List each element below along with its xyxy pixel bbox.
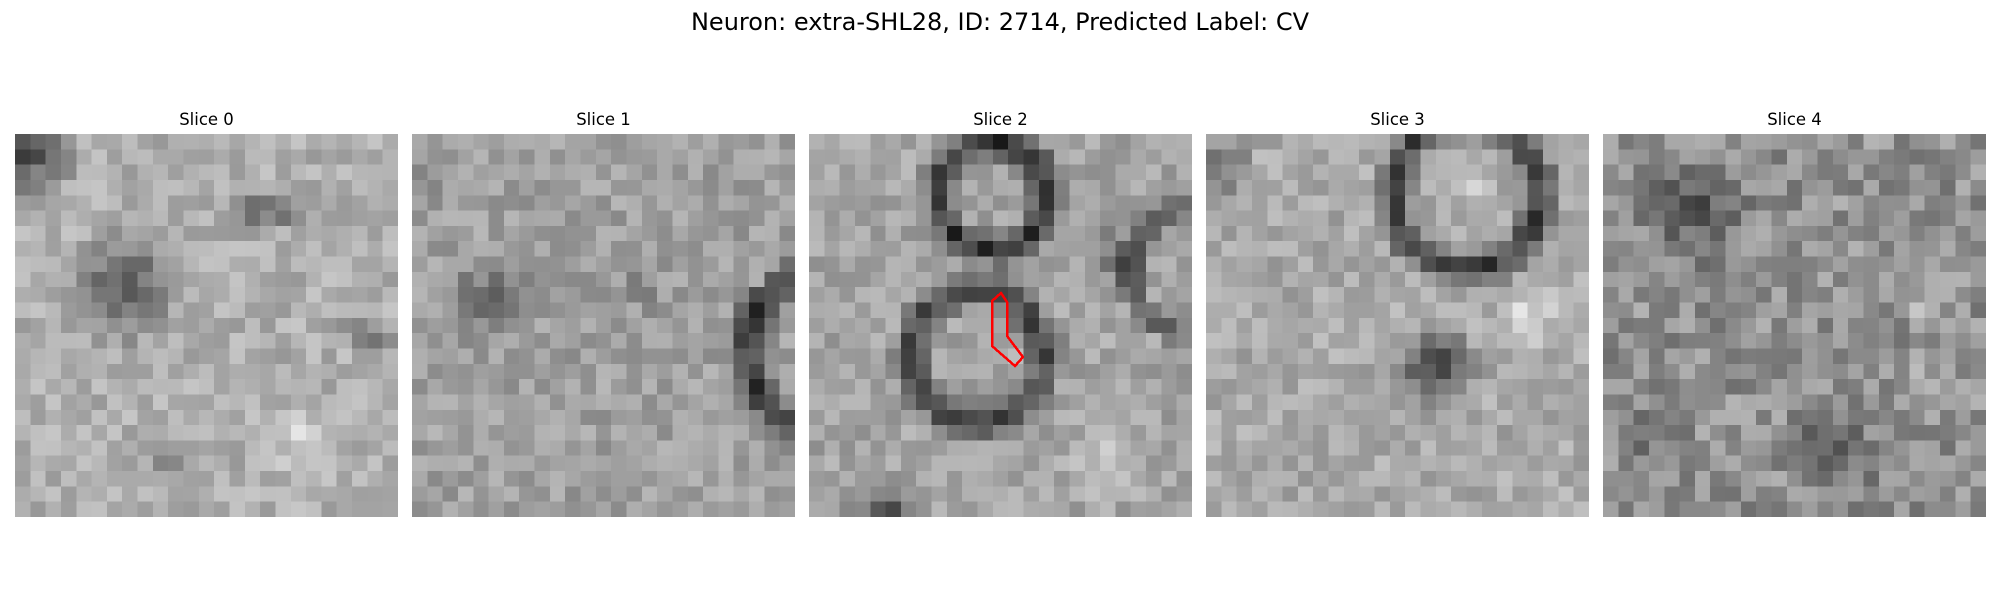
slice-panel-0: Slice 0 [15,108,398,517]
slice-panel-4: Slice 4 [1603,108,1986,517]
slice-image-0 [15,134,398,517]
slice-panel-3: Slice 3 [1206,108,1589,517]
slice-title-3: Slice 3 [1370,110,1425,129]
figure-title: Neuron: extra-SHL28, ID: 2714, Predicted… [690,8,1310,36]
slice-image-1 [412,134,795,517]
slice-title-1: Slice 1 [576,110,631,129]
slice-title-0: Slice 0 [179,110,234,129]
slice-title-4: Slice 4 [1767,110,1822,129]
predicted-segment-outline [990,291,1025,368]
slice-image-2 [809,134,1192,517]
slice-image-3 [1206,134,1589,517]
slice-panel-2: Slice 2 [809,108,1192,517]
slice-image-4 [1603,134,1986,517]
slice-panel-1: Slice 1 [412,108,795,517]
slice-title-2: Slice 2 [973,110,1028,129]
